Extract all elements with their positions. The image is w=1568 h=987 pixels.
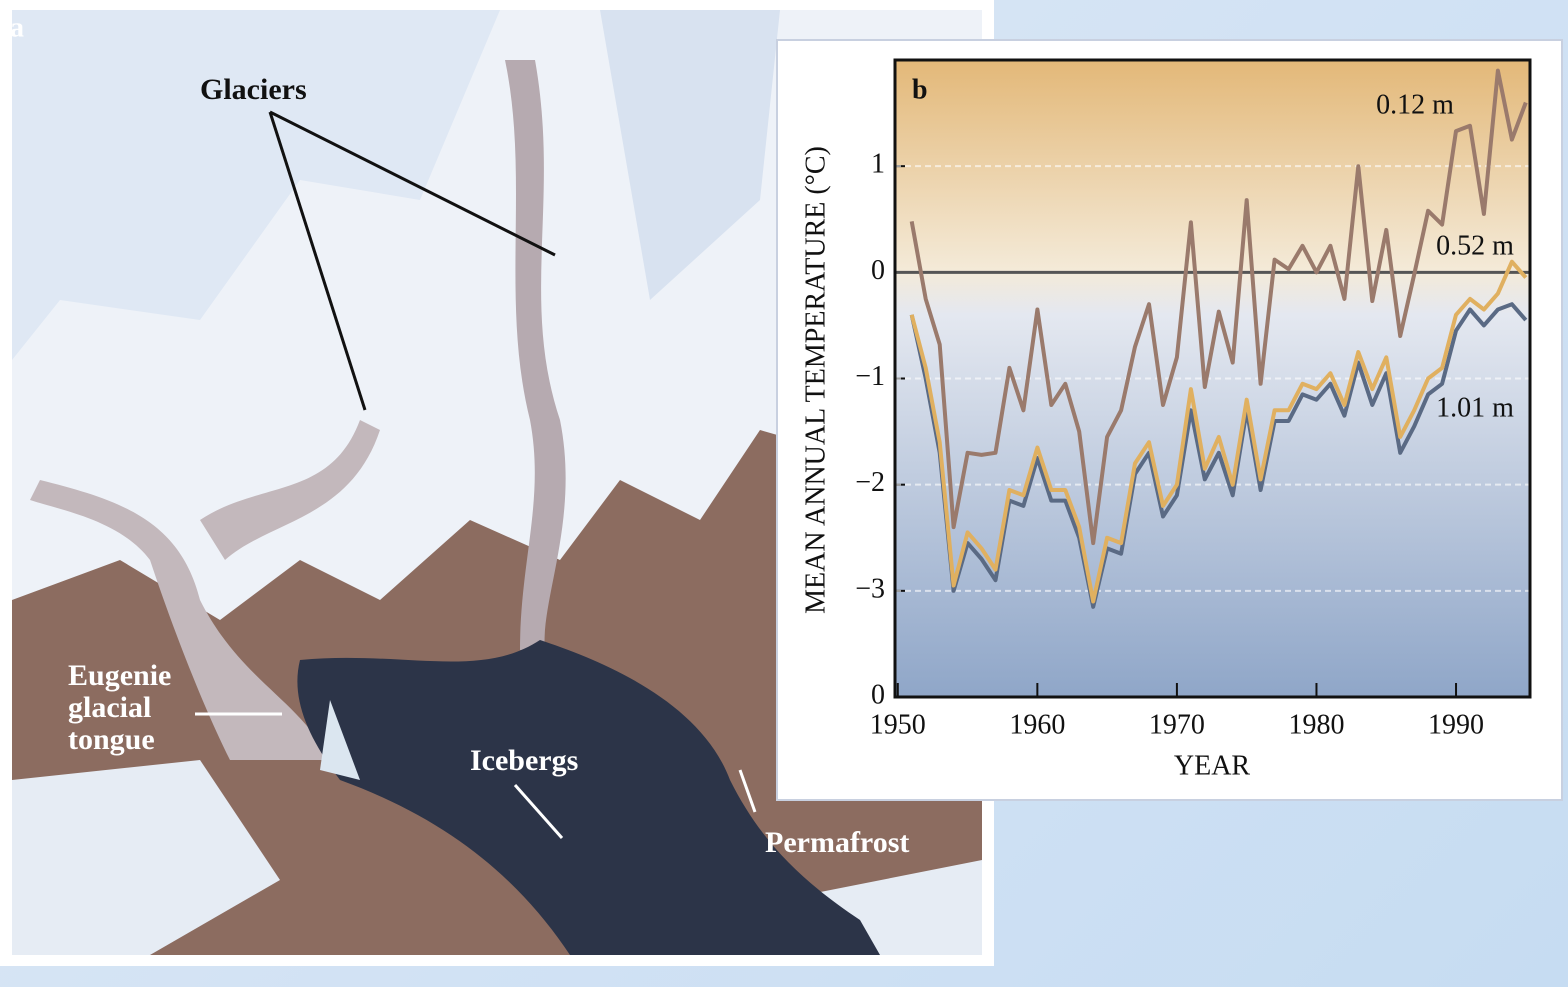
series-label: 1.01 m	[1436, 392, 1514, 423]
y-tick-label: −3	[855, 573, 885, 604]
axis	[893, 58, 1532, 699]
leader-line	[268, 111, 367, 411]
annotation: Glaciers	[200, 73, 307, 106]
leader-line	[738, 769, 757, 813]
series-line	[909, 259, 1528, 604]
x-tick-label: 1990	[1428, 709, 1484, 740]
annotation: Permafrost	[765, 826, 909, 859]
series-label: 0.52 m	[1436, 230, 1514, 261]
series-line	[909, 302, 1528, 609]
annotation: Icebergs	[470, 744, 578, 777]
leader-line	[513, 784, 564, 839]
annotation: tongue	[68, 723, 155, 756]
y-tick-label: −1	[855, 361, 885, 392]
y-axis-label: MEAN ANNUAL TEMPERATURE (°C)	[800, 146, 831, 614]
series-line	[909, 68, 1528, 546]
x-axis-label: YEAR	[1174, 750, 1251, 781]
y-tick-label: 0	[871, 255, 885, 286]
leader-line	[269, 110, 556, 257]
panel-label: b	[912, 74, 928, 105]
annotation: glacial	[68, 691, 151, 724]
x-tick-label: 1980	[1288, 709, 1344, 740]
x-tick-label: 1960	[1009, 709, 1065, 740]
x-tick-label: 1950	[870, 709, 926, 740]
panel-label: a	[10, 12, 24, 43]
x-tick-label: 1970	[1149, 709, 1205, 740]
y-tick-label: 1	[871, 149, 885, 180]
y-tick-label: −2	[855, 467, 885, 498]
annotation: Eugenie	[68, 659, 171, 692]
y-tick-label: 0	[871, 679, 885, 710]
series-label: 0.12 m	[1376, 89, 1454, 120]
